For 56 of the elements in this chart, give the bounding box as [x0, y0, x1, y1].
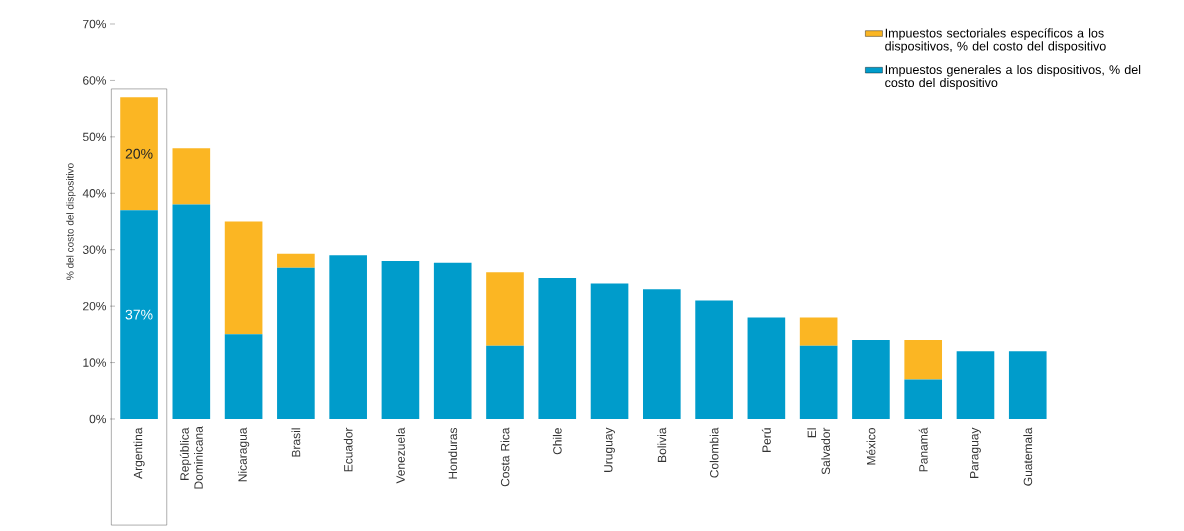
x-tick-label: Nicaragua: [238, 427, 250, 482]
bar: [695, 300, 733, 419]
x-tick-label: Perú: [761, 428, 771, 452]
bar: [904, 340, 943, 380]
bar: [381, 261, 420, 419]
bar: [486, 272, 524, 346]
x-tick-label: Uruguay: [604, 427, 615, 472]
bar: [329, 255, 367, 419]
bar: [956, 351, 995, 419]
bar: [172, 204, 211, 419]
bar: [799, 345, 838, 419]
legend-label: Impuestos sectoriales específicos a los dispositivos, % del costo del dispositivo: [885, 28, 1106, 53]
x-tick-label: El Salvador: [807, 427, 831, 475]
y-tick-label: 20%: [83, 301, 107, 311]
y-axis-title: % del costo del dispositivo: [66, 163, 76, 280]
bar: [120, 97, 158, 211]
bar: [799, 317, 838, 346]
data-label: 37%: [125, 309, 153, 320]
y-tick-label: 40%: [82, 189, 107, 198]
bar: [224, 334, 263, 419]
x-tick-label: Colombia: [709, 427, 719, 478]
x-tick-label: Costa Rica: [500, 427, 510, 487]
x-tick-label: Brasil: [291, 428, 301, 457]
bar: [590, 283, 629, 419]
bar: [486, 345, 524, 419]
data-label: 20%: [125, 148, 153, 159]
bar: [120, 210, 158, 419]
y-tick-label: 0%: [89, 414, 107, 424]
x-tick-label: Chile: [552, 428, 562, 455]
bar: [172, 148, 211, 205]
x-tick-label: Bolivia: [657, 427, 667, 462]
bar: [852, 340, 890, 419]
x-tick-label: Ecuador: [343, 427, 353, 472]
bar: [224, 221, 263, 335]
y-tick-label: 30%: [82, 245, 107, 254]
y-tick-label: 10%: [83, 358, 107, 367]
bar: [277, 253, 315, 268]
x-tick-label: México: [866, 428, 876, 465]
x-tick-label: República Dominicana: [179, 426, 203, 489]
x-tick-label: Guatemala: [1023, 427, 1033, 486]
x-tick-label: Argentina: [133, 427, 145, 479]
y-tick-label: 50%: [82, 132, 107, 142]
bar: [277, 267, 315, 419]
bar: [643, 289, 681, 419]
y-tick-label: 70%: [83, 19, 107, 29]
bar: [1008, 351, 1047, 419]
bar: [538, 277, 577, 419]
x-tick-label: Panamá: [918, 427, 928, 472]
bar: [747, 317, 786, 419]
legend-label: Impuestos generales a los dispositivos, % del costo del dispositivo: [885, 64, 1141, 90]
bar: [433, 262, 472, 419]
x-tick-label: Paraguay: [970, 427, 981, 478]
bar: [904, 379, 943, 419]
x-tick-label: Honduras: [448, 427, 458, 479]
y-tick-label: 60%: [83, 76, 107, 85]
x-tick-label: Venezuela: [396, 427, 405, 484]
